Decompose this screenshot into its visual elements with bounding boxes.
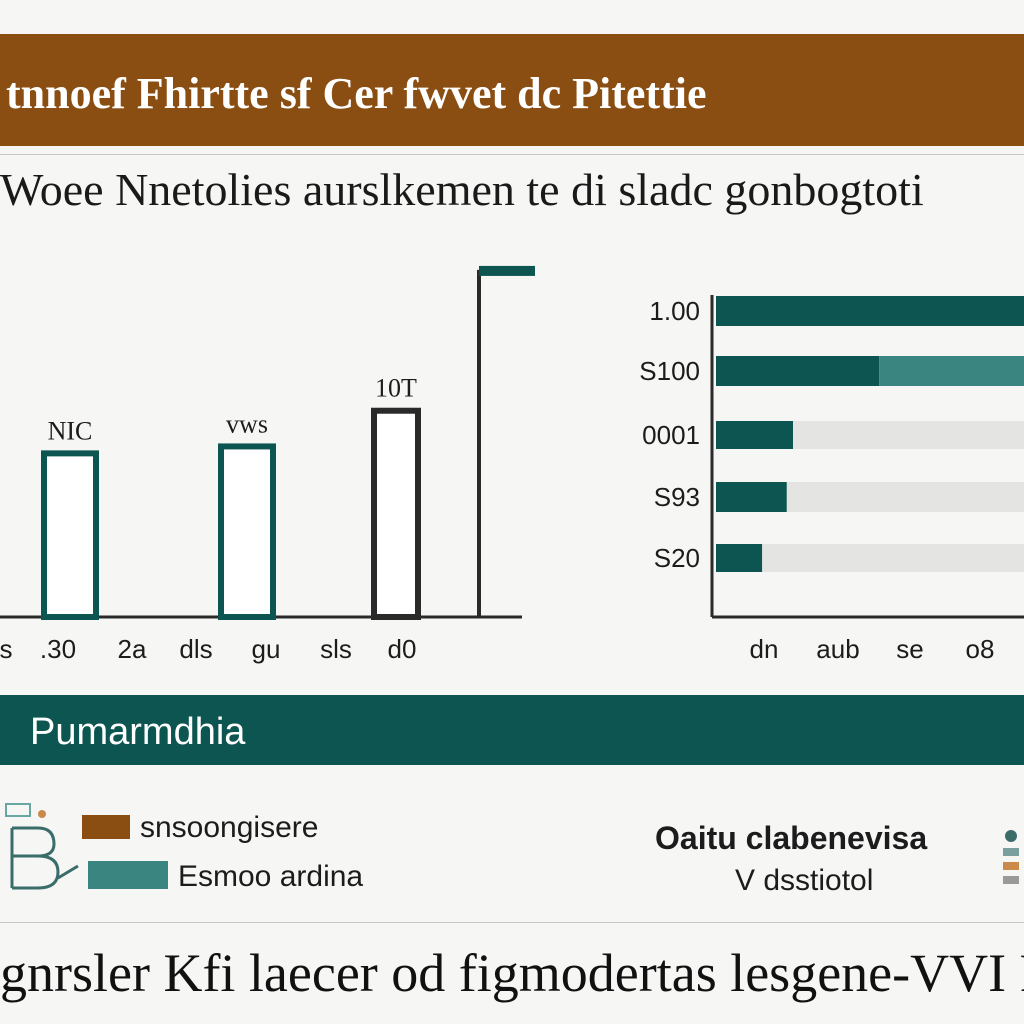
- bar-segment: [786, 482, 1024, 512]
- bar-segment: [762, 544, 1024, 572]
- bar-segment: [716, 544, 763, 572]
- legend-label-2: Esmoo ardina: [178, 860, 364, 893]
- x-tick-label: se: [896, 634, 923, 664]
- y-tick-label: S100: [639, 356, 700, 386]
- legend-swatch-teal: [88, 861, 168, 889]
- footer-text: gnrsler Kfi laecer od figmodertas lesgen…: [0, 943, 1024, 1003]
- data-label: vws: [226, 409, 268, 438]
- data-label: NIC: [48, 416, 93, 445]
- bar: [371, 407, 421, 620]
- bar-segment: [716, 356, 880, 386]
- x-tick-label: s: [0, 634, 13, 664]
- bar-segment: [716, 296, 1024, 326]
- x-tick-label: d0: [388, 634, 417, 664]
- bar: [41, 450, 99, 620]
- section-title: Pumarmdhia: [30, 711, 246, 753]
- y-tick-label: S20: [654, 543, 700, 573]
- note-heading: Oaitu clabenevisa: [655, 820, 928, 856]
- bar-segment: [716, 482, 787, 512]
- legend-swatch-brown: [82, 815, 130, 839]
- section-band: [0, 695, 1024, 765]
- divider: [0, 922, 1024, 923]
- x-tick-label: dn: [750, 634, 779, 664]
- x-tick-label: aub: [816, 634, 859, 664]
- bar-segment: [793, 421, 1024, 449]
- y-tick-label: 0001: [642, 420, 700, 450]
- chart-subtitle: Woee Nnetolies aurslkemen te di sladc go…: [0, 164, 924, 215]
- charts-canvas: NIC vws 10T s .30 2a dls gu sls d0 1.00 S100 0001 S…: [0, 265, 1024, 664]
- legend-label-1: snsoongisere: [140, 811, 319, 844]
- title-band: [0, 34, 1024, 146]
- data-label: 10T: [375, 374, 417, 403]
- decorative-icon: [1003, 830, 1019, 884]
- y-tick-label: S93: [654, 482, 700, 512]
- note-subtext: V dsstiotol: [735, 864, 874, 897]
- bar-segment: [716, 421, 793, 449]
- divider: [0, 154, 1024, 155]
- x-tick-label: sls: [320, 634, 352, 664]
- bar-cap: [479, 265, 535, 276]
- vertical-bar-chart: NIC vws 10T s .30 2a dls gu sls d0: [0, 265, 535, 664]
- x-tick-label: gu: [252, 634, 281, 664]
- x-tick-label: dls: [179, 634, 212, 664]
- x-tick-label: o8: [966, 634, 995, 664]
- bar: [218, 443, 276, 620]
- bar-segment: [879, 356, 1024, 386]
- y-tick-label: 1.00: [649, 296, 700, 326]
- chart-title: tnnoef Fhirtte sf Cer fwvet dc Pitettie: [6, 69, 707, 118]
- b-logo-icon: [5, 803, 79, 890]
- horizontal-bar-chart: 1.00 S100 0001 S93 S20 dn aub se o8: [639, 295, 1024, 664]
- x-tick-label: 2a: [118, 634, 147, 664]
- x-tick-label: .30: [40, 634, 76, 664]
